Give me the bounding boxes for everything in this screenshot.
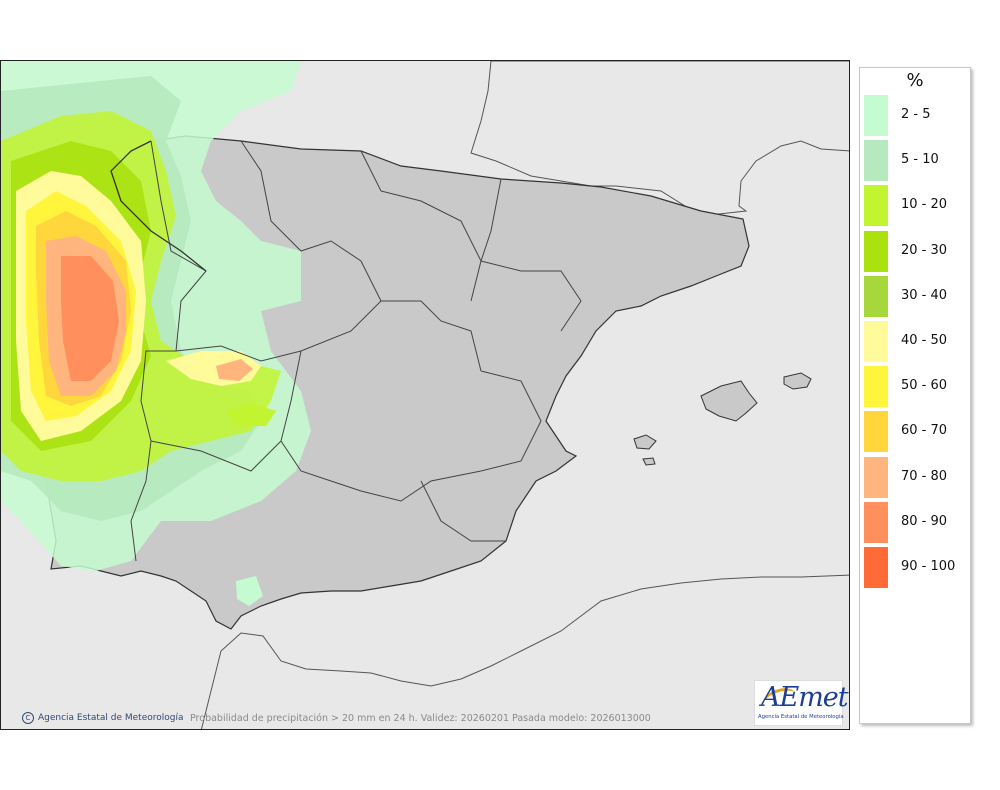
- legend-item: 40 - 50: [864, 321, 968, 363]
- mallorca-island: [700, 380, 758, 422]
- legend-item: 30 - 40: [864, 275, 968, 318]
- legend-swatch: [864, 501, 888, 543]
- agency-credit: C Agencia Estatal de Meteorología: [22, 712, 184, 724]
- legend-label: 60 - 70: [901, 423, 948, 439]
- region-borders: [130, 140, 582, 562]
- legend-item: 90 - 100: [864, 547, 968, 589]
- logo-wordmark: AEmet: [761, 682, 849, 713]
- legend-label: 80 - 90: [901, 513, 948, 529]
- africa-landmass: [200, 574, 849, 729]
- legend-swatch: [864, 547, 888, 588]
- legend-swatch: [864, 321, 888, 362]
- legend-swatch: [864, 411, 888, 453]
- agency-credit-text: Agencia Estatal de Meteorología: [38, 713, 184, 723]
- legend-swatch: [864, 140, 888, 182]
- legend-swatch: [864, 230, 888, 272]
- prob-zone-80-90: [61, 256, 119, 381]
- prob-zone-inland-10-20: [226, 403, 276, 426]
- logo-subtitle: Agencia Estatal de Meteorología: [758, 714, 844, 720]
- formentera-island: [642, 457, 656, 466]
- legend-label: 50 - 60: [901, 378, 948, 394]
- aemet-logo: AEmet Agencia Estatal de Meteorología: [754, 680, 849, 726]
- prob-zone-south-2-5: [236, 576, 263, 606]
- legend-label: 40 - 50: [901, 333, 948, 348]
- legend-item: 20 - 30: [864, 230, 968, 273]
- menorca-island: [783, 372, 812, 390]
- copyright-icon: C: [22, 712, 34, 724]
- legend-swatch: [864, 275, 888, 317]
- legend-unit: %: [906, 70, 924, 91]
- map-caption: Probabilidad de precipitación > 20 mm en…: [190, 713, 651, 724]
- legend-item: 70 - 80: [864, 456, 968, 499]
- legend-swatch: [864, 95, 888, 136]
- legend-item: 5 - 10: [864, 140, 968, 182]
- legend-item: 60 - 70: [864, 411, 968, 453]
- ibiza-island: [633, 434, 657, 450]
- legend-label: 30 - 40: [901, 287, 948, 303]
- forecast-map: [0, 60, 850, 730]
- map-canvas: [1, 61, 849, 729]
- legend-label: 10 - 20: [901, 197, 948, 213]
- legend-swatch: [864, 366, 888, 408]
- prob-zone-inland-70-80: [216, 359, 253, 381]
- legend-label: 2 - 5: [901, 107, 931, 122]
- legend-item: 10 - 20: [864, 185, 968, 227]
- legend-item: 50 - 60: [864, 366, 968, 408]
- legend-label: 5 - 10: [901, 152, 939, 168]
- legend-swatch: [864, 456, 888, 498]
- legend-label: 90 - 100: [901, 559, 956, 574]
- legend-label: 70 - 80: [901, 468, 948, 484]
- legend-item: 80 - 90: [864, 501, 968, 544]
- legend-label: 20 - 30: [901, 242, 948, 258]
- legend-panel: % 2 - 5 5 - 10 10 - 20 20 - 30 30 - 40 40 - 5…: [859, 67, 971, 724]
- portugal-border: [110, 140, 207, 272]
- legend-swatch: [864, 185, 888, 227]
- legend-item: 2 - 5: [864, 95, 968, 137]
